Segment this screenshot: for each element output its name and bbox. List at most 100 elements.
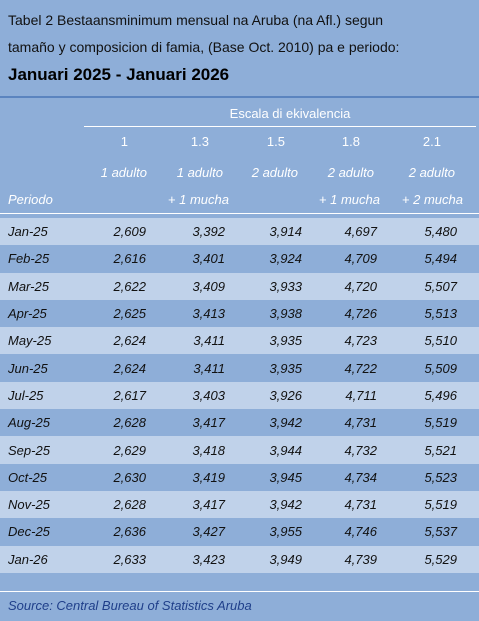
value-cell: 4,731 (344, 415, 377, 431)
value-cell: 3,411 (146, 327, 225, 355)
composition-label: 1 adulto (100, 165, 147, 180)
value-cell: 2,636 (113, 524, 146, 540)
value-cell: 3,942 (225, 490, 302, 519)
period-cell: Aug-25 (8, 415, 50, 431)
value-cell: 3,944 (225, 436, 302, 464)
value-cell: 3,945 (269, 469, 302, 485)
period-cell: Dec-25 (8, 524, 50, 540)
table-row: Mar-25 2,622 3,409 3,933 4,720 5,507 (0, 272, 479, 300)
value-cell: 3,418 (146, 436, 225, 464)
value-cell: 2,628 (113, 415, 146, 431)
value-cell: 4,734 (344, 469, 377, 485)
period-cell: Nov-25 (0, 490, 88, 519)
header-divider (0, 213, 479, 214)
value-cell: 3,411 (193, 360, 225, 376)
value-cell: 3,417 (192, 415, 225, 431)
value-cell: 5,519 (424, 415, 457, 431)
bottom-divider (0, 591, 479, 592)
table-row: Feb-25 2,616 3,401 3,924 4,709 5,494 (0, 245, 479, 272)
period-cell: Oct-25 (8, 469, 48, 485)
value-cell: 4,711 (302, 381, 377, 410)
scale-value: 1 (120, 134, 128, 149)
period-cell: Jan-26 (0, 545, 88, 573)
value-cell: 2,629 (88, 436, 146, 464)
table-row: May-25 2,624 3,411 3,935 4,723 5,510 (0, 327, 479, 355)
value-cell: 3,403 (146, 381, 225, 410)
value-cell: 3,413 (192, 306, 225, 322)
table-row: Aug-25 2,628 3,417 3,942 4,731 5,519 (0, 409, 479, 436)
table-row: Nov-25 2,628 3,417 3,942 4,731 5,519 (0, 490, 479, 519)
table-title-line2: tamaño y composicion di famia, (Base Oct… (8, 39, 400, 55)
value-cell: 4,732 (302, 436, 377, 464)
scale-value: 1.3 (190, 134, 209, 149)
value-cell: 4,720 (302, 272, 377, 300)
period-cell: Mar-25 (0, 272, 88, 300)
value-cell: 2,630 (113, 469, 146, 485)
composition-label-line2: + 2 mucha (401, 192, 463, 207)
period-cell: Sep-25 (0, 436, 88, 464)
value-cell: 2,617 (88, 381, 146, 410)
scale-divider (84, 126, 476, 127)
source-note: Source: Central Bureau of Statistics Aru… (8, 598, 252, 613)
value-cell: 5,494 (424, 251, 457, 267)
value-cell: 5,523 (424, 469, 457, 485)
value-cell: 3,419 (192, 469, 225, 485)
composition-label-line2: + 1 mucha (318, 192, 380, 207)
value-cell: 5,521 (377, 436, 457, 464)
value-cell: 2,625 (113, 306, 146, 322)
period-header: Periodo (8, 192, 53, 207)
value-cell: 4,723 (302, 327, 377, 355)
value-cell: 5,496 (377, 381, 457, 410)
top-divider (0, 96, 479, 98)
table-row: Jul-25 2,617 3,403 3,926 4,711 5,496 (0, 381, 479, 410)
scale-value: 1.5 (266, 134, 285, 149)
value-cell: 2,624 (88, 327, 146, 355)
period-cell: Jan-25 (0, 218, 88, 246)
value-cell: 3,423 (146, 545, 225, 573)
scale-value: 1.8 (341, 134, 360, 149)
value-cell: 4,709 (344, 251, 377, 267)
composition-label-line2: + 1 mucha (167, 192, 229, 207)
value-cell: 4,746 (344, 524, 377, 540)
value-cell: 3,914 (225, 218, 302, 246)
value-cell: 3,942 (269, 415, 302, 431)
table-row: Sep-25 2,629 3,418 3,944 4,732 5,521 (0, 436, 479, 464)
composition-label: 2 adulto (327, 165, 374, 180)
value-cell: 3,955 (269, 524, 302, 540)
value-cell: 3,935 (269, 360, 302, 376)
value-cell: 3,417 (146, 490, 225, 519)
table-row: Oct-25 2,630 3,419 3,945 4,734 5,523 (0, 464, 479, 491)
value-cell: 5,480 (377, 218, 457, 246)
value-cell: 2,622 (88, 272, 146, 300)
table-row: Jan-25 2,609 3,392 3,914 4,697 5,480 (0, 218, 479, 246)
value-cell: 3,949 (225, 545, 302, 573)
period-cell: Apr-25 (8, 306, 47, 322)
value-cell: 2,624 (113, 360, 146, 376)
value-cell: 3,924 (269, 251, 302, 267)
composition-label: 2 adulto (408, 165, 455, 180)
period-cell: Feb-25 (8, 251, 50, 267)
table-title-line1: Tabel 2 Bestaansminimum mensual na Aruba… (8, 12, 384, 28)
data-table: Jan-25 2,609 3,392 3,914 4,697 5,480 Feb-25 2,… (0, 218, 479, 573)
value-cell: 2,628 (88, 490, 146, 519)
value-cell: 3,409 (146, 272, 225, 300)
value-cell: 2,616 (113, 251, 146, 267)
composition-label: 1 adulto (176, 165, 223, 180)
value-cell: 3,392 (146, 218, 225, 246)
period-cell: Jul-25 (0, 381, 88, 410)
value-cell: 5,513 (424, 306, 457, 322)
value-cell: 2,633 (88, 545, 146, 573)
period-subtitle: Januari 2025 - Januari 2026 (8, 65, 230, 84)
value-cell: 4,697 (302, 218, 377, 246)
value-cell: 4,731 (302, 490, 377, 519)
value-cell: 2,609 (88, 218, 146, 246)
value-cell: 4,739 (302, 545, 377, 573)
value-cell: 3,427 (192, 524, 225, 540)
value-cell: 5,510 (377, 327, 457, 355)
value-cell: 5,529 (377, 545, 457, 573)
value-cell: 5,507 (377, 272, 457, 300)
value-cell: 3,926 (225, 381, 302, 410)
value-cell: 4,726 (344, 306, 377, 322)
scale-value: 2.1 (422, 134, 441, 149)
table-row: Dec-25 2,636 3,427 3,955 4,746 5,537 (0, 518, 479, 545)
